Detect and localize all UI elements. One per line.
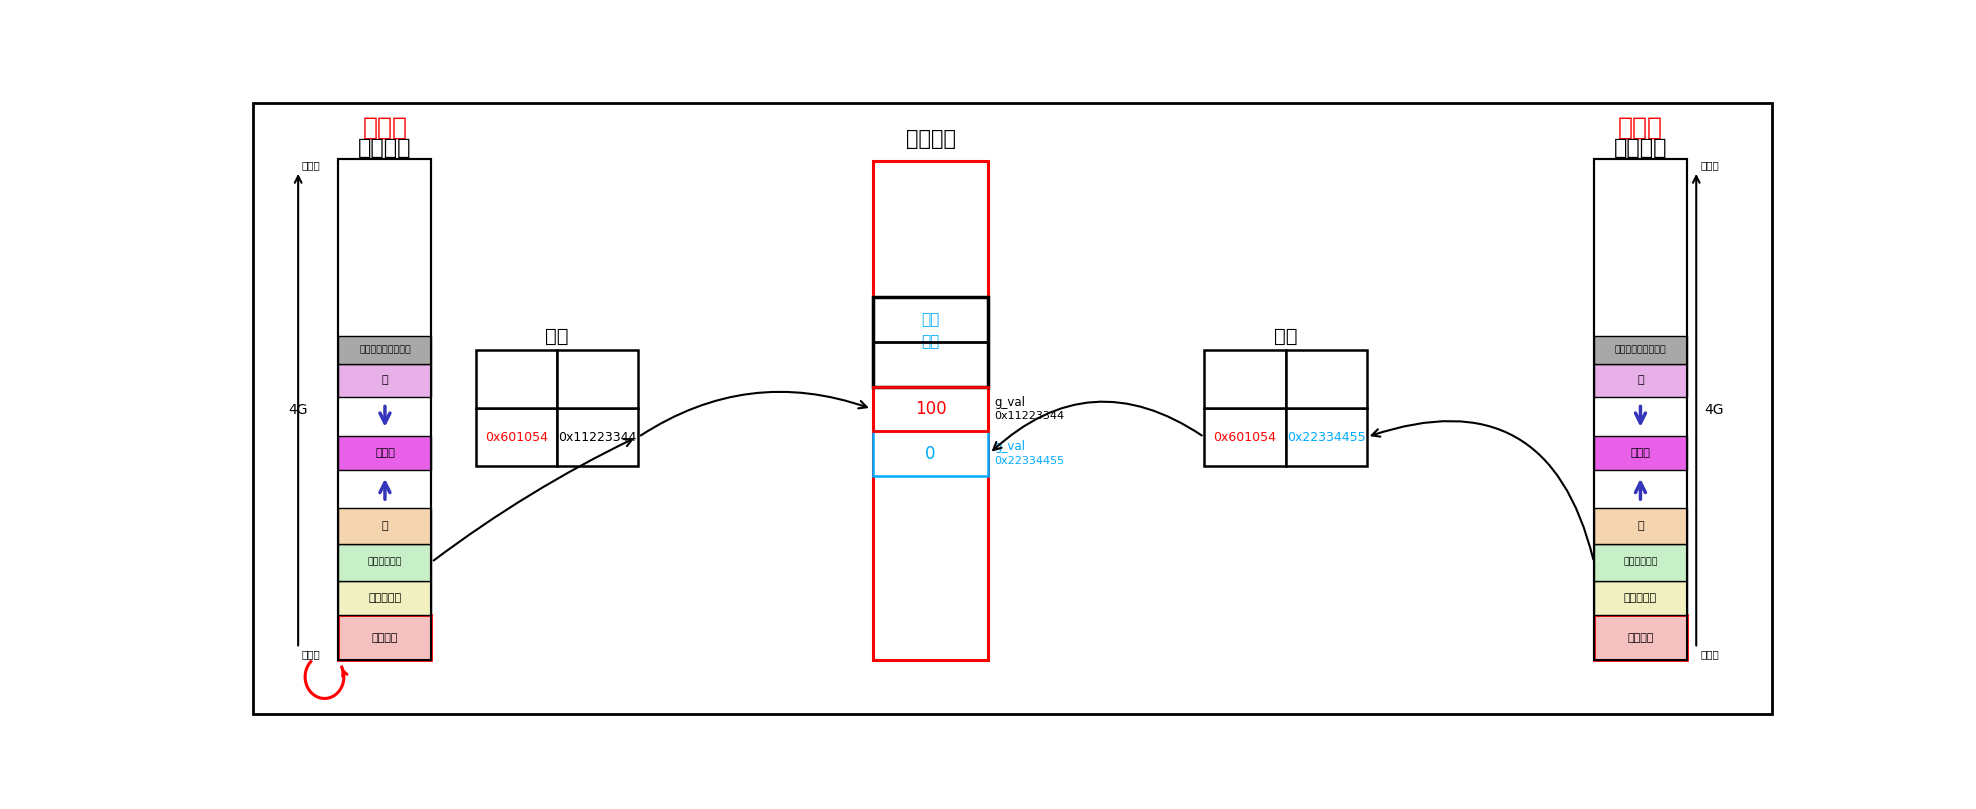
Text: 低地址: 低地址 xyxy=(1701,649,1719,659)
Text: 共享区: 共享区 xyxy=(1630,448,1650,458)
Text: 页表: 页表 xyxy=(1275,327,1298,346)
Text: 堆: 堆 xyxy=(381,521,387,531)
Bar xyxy=(338,436,431,470)
Bar xyxy=(557,409,638,466)
Bar xyxy=(338,581,431,616)
Bar xyxy=(1286,350,1367,409)
Bar xyxy=(1203,350,1286,409)
Text: 高地址: 高地址 xyxy=(1701,161,1719,171)
Text: 0x22334455: 0x22334455 xyxy=(994,455,1065,465)
Text: 0x11223344: 0x11223344 xyxy=(994,411,1065,421)
Text: 正文代码: 正文代码 xyxy=(1626,633,1654,642)
Text: 物理地址: 物理地址 xyxy=(905,129,956,150)
Bar xyxy=(338,159,431,660)
Bar xyxy=(338,159,431,660)
Text: 堆: 堆 xyxy=(1638,521,1644,531)
Bar xyxy=(1595,436,1688,470)
Bar xyxy=(1595,363,1688,397)
Bar xyxy=(1595,159,1688,660)
Text: 未初始化数据: 未初始化数据 xyxy=(368,557,403,566)
Bar xyxy=(476,350,557,409)
Bar xyxy=(1286,409,1367,466)
Bar xyxy=(338,336,431,363)
Bar xyxy=(1595,159,1688,660)
Bar xyxy=(338,508,431,544)
Bar xyxy=(873,297,988,387)
Text: 代码: 代码 xyxy=(921,312,941,327)
Text: 栈: 栈 xyxy=(1638,375,1644,385)
Text: 100: 100 xyxy=(915,400,947,418)
Text: 初始化数据: 初始化数据 xyxy=(368,593,401,603)
Text: 0x601054: 0x601054 xyxy=(1213,430,1276,443)
Text: 命令行参数环境变量: 命令行参数环境变量 xyxy=(360,345,411,354)
Text: 4G: 4G xyxy=(288,403,308,417)
Text: 低地址: 低地址 xyxy=(302,649,320,659)
Bar xyxy=(1595,544,1688,581)
Text: g_val: g_val xyxy=(994,396,1026,409)
Text: g_val: g_val xyxy=(994,440,1026,453)
Bar xyxy=(873,431,988,476)
Text: 高地址: 高地址 xyxy=(302,161,320,171)
Text: 父进程: 父进程 xyxy=(362,115,407,139)
Text: 页表: 页表 xyxy=(545,327,569,346)
Text: 0x22334455: 0x22334455 xyxy=(1286,430,1365,443)
Bar xyxy=(338,616,431,660)
Bar xyxy=(338,363,431,397)
Text: 地址空间: 地址空间 xyxy=(358,138,411,158)
Text: 正文代码: 正文代码 xyxy=(371,633,399,642)
Text: 共享区: 共享区 xyxy=(375,448,395,458)
Text: 未初始化数据: 未初始化数据 xyxy=(1622,557,1658,566)
Bar xyxy=(476,409,557,466)
Bar xyxy=(873,161,988,660)
Text: 0: 0 xyxy=(925,445,937,463)
Bar xyxy=(1595,336,1688,363)
Bar xyxy=(1595,508,1688,544)
Text: 初始化数据: 初始化数据 xyxy=(1624,593,1658,603)
Bar xyxy=(338,544,431,581)
Bar xyxy=(1203,409,1286,466)
Text: 数据: 数据 xyxy=(921,334,941,349)
Bar xyxy=(1595,616,1688,660)
Text: 0x601054: 0x601054 xyxy=(484,430,547,443)
Text: 地址空间: 地址空间 xyxy=(1614,138,1668,158)
Text: 0x11223344: 0x11223344 xyxy=(559,430,636,443)
Bar xyxy=(557,350,638,409)
Text: 栈: 栈 xyxy=(381,375,387,385)
Bar xyxy=(1595,581,1688,616)
Text: 命令行参数环境变量: 命令行参数环境变量 xyxy=(1614,345,1666,354)
Text: 子进程: 子进程 xyxy=(1618,115,1664,139)
Text: 4G: 4G xyxy=(1703,403,1723,417)
